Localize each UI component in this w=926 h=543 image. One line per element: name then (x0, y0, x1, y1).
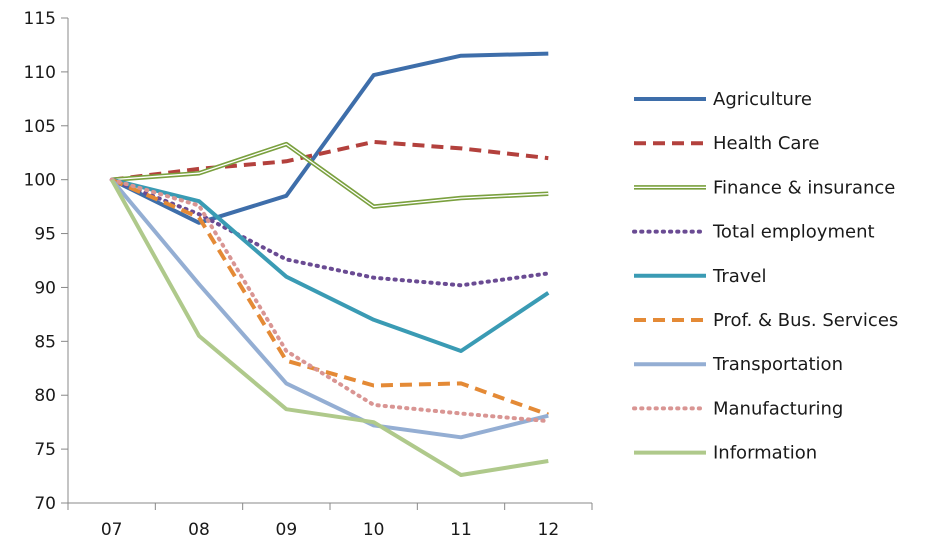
x-tick-label: 11 (450, 520, 472, 540)
series-line-inner (111, 143, 549, 208)
chart-legend: Agriculture Health Care Finance & insuranc… (632, 89, 898, 464)
legend-label: Manufacturing (713, 398, 843, 419)
y-tick-label: 85 (34, 332, 56, 352)
chart-series (109, 51, 551, 477)
legend-entry: Health Care (634, 133, 820, 154)
series-transportation (110, 178, 549, 440)
x-tick-label: 08 (188, 520, 210, 540)
series-finance-insurance (111, 141, 549, 209)
series-prof-bus-services (110, 177, 549, 417)
series-line (110, 51, 549, 225)
series-manufacturing (109, 177, 551, 424)
legend-entry: Agriculture (634, 89, 812, 110)
y-tick-label: 95 (34, 225, 56, 245)
legend-entry: Information (634, 443, 817, 464)
legend-label: Agriculture (713, 89, 812, 110)
y-tick-label: 110 (24, 63, 56, 83)
series-line (110, 177, 549, 417)
legend-label: Transportation (712, 354, 843, 375)
legend-label: Finance & insurance (713, 177, 895, 198)
y-tick-label: 115 (24, 9, 56, 29)
y-tick-label: 70 (34, 494, 56, 514)
series-line (109, 177, 551, 288)
x-tick-label: 12 (538, 520, 560, 540)
series-total-employment (109, 177, 551, 288)
series-line (111, 139, 549, 182)
legend-label: Prof. & Bus. Services (713, 310, 898, 331)
legend-label: Travel (712, 266, 767, 287)
legend-entry: Manufacturing (632, 398, 843, 419)
x-tick-label: 09 (276, 520, 298, 540)
legend-entry: Travel (634, 266, 767, 287)
series-line (109, 177, 551, 424)
legend-entry: Prof. & Bus. Services (634, 310, 898, 331)
series-line (110, 178, 549, 440)
x-tick-label: 10 (363, 520, 385, 540)
legend-label: Information (713, 443, 817, 464)
y-tick-label: 90 (34, 278, 56, 298)
legend-entry: Finance & insurance (634, 177, 895, 198)
series-travel (111, 177, 550, 353)
series-line (109, 178, 549, 477)
y-tick-label: 100 (24, 171, 56, 191)
series-agriculture (110, 51, 549, 225)
x-tick-label: 07 (101, 520, 123, 540)
legend-entry: Transportation (634, 354, 843, 375)
y-tick-label: 80 (34, 386, 56, 406)
y-tick-label: 75 (34, 440, 56, 460)
series-information (109, 178, 549, 477)
series-line (111, 177, 550, 353)
chart-axes: 70 75 80 85 90 95 100 105 110 115 07 08 09 10 11 12 (24, 9, 593, 540)
legend-entry: Total employment (632, 222, 875, 243)
legend-label: Health Care (713, 133, 820, 154)
y-tick-label: 105 (24, 117, 56, 137)
series-health-care (111, 139, 549, 182)
legend-label: Total employment (712, 222, 875, 243)
